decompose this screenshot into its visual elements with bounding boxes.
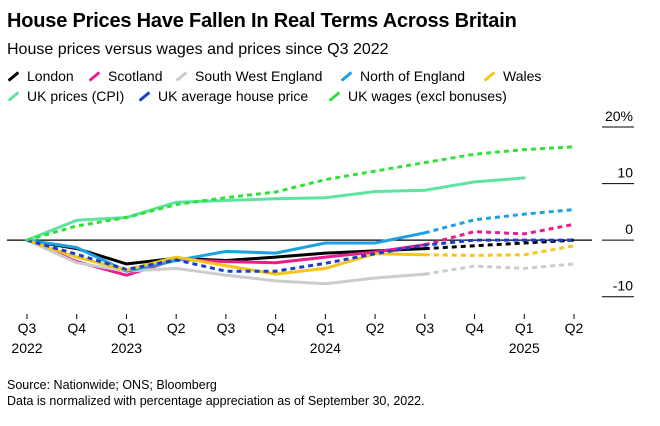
series-uk-prices-cpi <box>25 176 526 242</box>
x-tick-label-4: Q3 <box>217 320 236 336</box>
x-year-label-2023: 2023 <box>111 340 142 356</box>
x-year-label-2022: 2022 <box>11 340 42 356</box>
y-tick-label-2: 0 <box>625 221 633 237</box>
legend-item-wales: Wales <box>483 68 541 84</box>
x-tick-label-7: Q2 <box>366 320 385 336</box>
x-year-label-2024: 2024 <box>310 340 341 356</box>
x-tick-label-1: Q4 <box>67 320 86 336</box>
legend-item-north-of-england: North of England <box>340 68 465 84</box>
legend-label-uk-wages: UK wages (excl bonuses) <box>348 88 507 104</box>
series-north-of-england <box>25 208 575 273</box>
x-tick-label-5: Q4 <box>266 320 285 336</box>
legend-label-uk-prices-cpi: UK prices (CPI) <box>27 88 125 104</box>
legend-item-uk-average-house-price: UK average house price <box>138 88 308 104</box>
series-north-of-england-dashed <box>424 208 575 235</box>
series-uk-average-house-price <box>26 238 574 273</box>
series-south-west-england-dashed <box>424 262 575 276</box>
x-tick-label-11: Q2 <box>565 320 584 336</box>
source-note: Source: Nationwide; ONS; Bloomberg <box>7 378 217 392</box>
series-wales <box>25 238 575 276</box>
series-uk-average-house-price-dashed <box>26 238 574 273</box>
x-tick-label-8: Q3 <box>415 320 434 336</box>
y-tick-label-1: 10 <box>617 165 633 181</box>
series-uk-wages-excl-bonuses-dashed <box>26 145 575 242</box>
legend-item-uk-wages: UK wages (excl bonuses) <box>328 88 507 104</box>
x-tick-label-2: Q1 <box>117 320 136 336</box>
legend-item-scotland: Scotland <box>88 68 162 84</box>
x-tick-label-10: Q1 <box>515 320 534 336</box>
chart-title: House Prices Have Fallen In Real Terms A… <box>7 10 517 32</box>
legend-label-wales: Wales <box>503 68 542 84</box>
legend-item-uk-prices-cpi: UK prices (CPI) <box>7 88 124 104</box>
x-tick-label-3: Q2 <box>167 320 186 336</box>
x-tick-label-0: Q3 <box>18 320 37 336</box>
y-tick-label-3: -10 <box>613 278 633 294</box>
series-london-dashed <box>424 238 575 251</box>
series-uk-wages-excl-bonuses <box>26 145 575 242</box>
series-wales-solid <box>25 238 427 276</box>
x-tick-label-6: Q1 <box>316 320 335 336</box>
legend-label-north-of-england: North of England <box>360 68 466 84</box>
x-tick-label-9: Q4 <box>465 320 484 336</box>
series-south-west-england-solid <box>25 238 427 286</box>
x-year-label-2025: 2025 <box>509 340 540 356</box>
y-tick-label-0: 20% <box>605 108 633 124</box>
legend-item-south-west-england: South West England <box>175 68 322 84</box>
legend-item-london: London <box>7 68 74 84</box>
legend-label-scotland: Scotland <box>108 68 163 84</box>
series-uk-prices-cpi-solid <box>25 176 526 242</box>
series-south-west-england <box>25 238 575 286</box>
series-wales-dashed <box>424 244 575 257</box>
legend-label-south-west-england: South West England <box>195 68 323 84</box>
legend-label-london: London <box>27 68 74 84</box>
legend-label-uk-average-house-price: UK average house price <box>158 88 309 104</box>
chart-subtitle: House prices versus wages and prices sin… <box>7 41 389 58</box>
normalization-note: Data is normalized with percentage appre… <box>7 394 425 408</box>
series-north-of-england-solid <box>25 231 427 273</box>
series-scotland-dashed <box>424 222 575 247</box>
